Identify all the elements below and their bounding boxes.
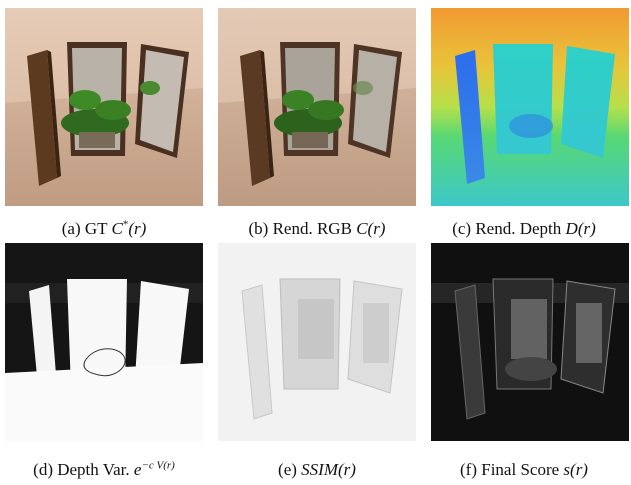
caption-f: (f) Final Score s(r) (417, 460, 631, 480)
caption-c: (c) Rend. Depth D(r) (417, 219, 631, 239)
rendered-depth-map (431, 8, 629, 206)
caption-e-arg: (r) (338, 460, 356, 479)
caption-d-math: e (133, 460, 142, 479)
caption-a-prefix: (a) GT (61, 219, 112, 238)
caption-f-arg: (r) (570, 460, 588, 479)
panel-gt-image (5, 8, 203, 206)
caption-b-prefix: (b) Rend. RGB (248, 219, 357, 238)
caption-a-arg: (r) (128, 219, 147, 238)
caption-e-math: SSIM (301, 460, 338, 479)
caption-a: (a) GT C*(r) (0, 219, 211, 239)
gt-scene-render (5, 8, 203, 206)
caption-b: (b) Rend. RGB C(r) (210, 219, 424, 239)
caption-d: (d) Depth Var. e−c V(r) (0, 460, 211, 480)
ssim-map (218, 243, 416, 441)
caption-d-prefix: (d) Depth Var. (33, 460, 134, 479)
caption-e-prefix: (e) (278, 460, 302, 479)
caption-a-math: C (111, 219, 123, 238)
caption-d-sup: −c V(r) (141, 459, 175, 472)
panel-ssim (218, 243, 416, 441)
caption-c-math: D (565, 219, 578, 238)
caption-f-math: s (563, 460, 571, 479)
panel-rendered-depth (431, 8, 629, 206)
depth-variance-map (5, 243, 203, 441)
final-score-map (431, 243, 629, 441)
panel-final-score (431, 243, 629, 441)
caption-a-sup: * (122, 218, 129, 231)
panel-rendered-rgb (218, 8, 416, 206)
caption-b-math: C (356, 219, 368, 238)
caption-e: (e) SSIM(r) (210, 460, 424, 480)
panel-depth-variance (5, 243, 203, 441)
caption-f-prefix: (f) Final Score (460, 460, 564, 479)
rendered-rgb-scene (218, 8, 416, 206)
caption-c-arg: (r) (577, 219, 596, 238)
caption-c-prefix: (c) Rend. Depth (452, 219, 566, 238)
caption-b-arg: (r) (367, 219, 386, 238)
